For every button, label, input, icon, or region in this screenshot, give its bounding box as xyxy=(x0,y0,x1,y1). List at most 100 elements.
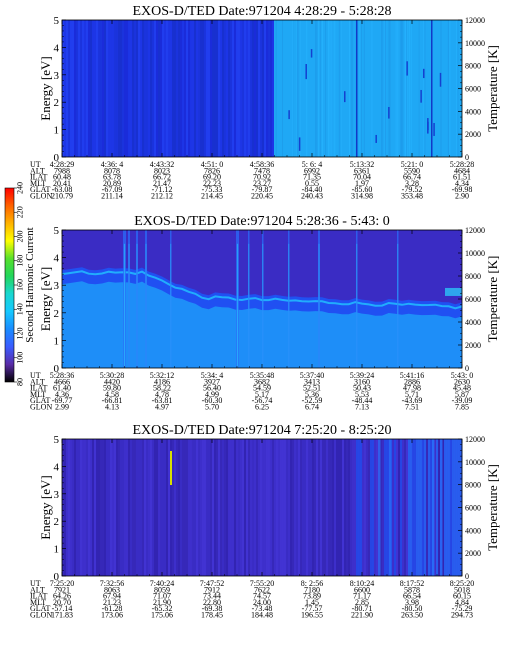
ephemeris-cell: 5: 6: 4 xyxy=(302,160,322,169)
spectrogram-stripe xyxy=(98,20,101,157)
colorbar-tick-label: 80 xyxy=(16,378,25,386)
ephemeris-cell: -79.87 xyxy=(252,185,273,194)
spectrogram-stripe xyxy=(402,20,404,157)
ephemeris-cell: 4.58 xyxy=(105,390,119,399)
spectrogram-stripe xyxy=(116,439,119,576)
spectrogram-spike-core xyxy=(136,243,138,368)
spectrogram-spike-core xyxy=(248,243,250,368)
spectrogram-stripe xyxy=(142,20,145,157)
ephemeris-cell: 58.22 xyxy=(153,384,171,393)
spectrogram-stripe xyxy=(344,439,347,576)
ephemeris-cell: 4:51: 0 xyxy=(201,160,223,169)
spectrogram-stripe xyxy=(316,439,319,576)
ephemeris-cell: 5:13:32 xyxy=(350,160,374,169)
spectrogram-stripe xyxy=(442,439,445,576)
spectrogram-stripe xyxy=(381,20,383,157)
ephemeris-cell: 196.55 xyxy=(301,611,323,620)
spectrogram-stripe xyxy=(154,439,157,576)
spectrogram-stripe xyxy=(228,20,231,157)
spectrogram-stripe xyxy=(232,439,235,576)
ephemeris-cell: 2.85 xyxy=(355,598,369,607)
spectrogram-stripe xyxy=(122,20,125,157)
spectrogram-spike-core xyxy=(288,243,290,368)
spectrogram-blob xyxy=(427,121,429,131)
spectrogram-stripe xyxy=(212,439,215,576)
spectrogram-stripe xyxy=(322,439,325,576)
ephemeris-cell: 4.36 xyxy=(55,390,69,399)
spectrogram-stripe xyxy=(447,20,449,157)
spectrogram-stripe xyxy=(210,20,213,157)
y-tick-label: 1 xyxy=(54,544,60,556)
spectrogram-stripe xyxy=(160,439,163,576)
spectrogram-stripe xyxy=(314,439,317,576)
spectrogram-stripe xyxy=(310,439,313,576)
spectrogram-stripe xyxy=(386,439,389,576)
ephemeris-cell: 8: 2:56 xyxy=(301,579,323,588)
ephemeris-cell: 5590 xyxy=(404,166,420,175)
spectrogram-stripe xyxy=(350,20,352,157)
spectrogram-stripe xyxy=(392,439,395,576)
ephemeris-cell: 69.20 xyxy=(203,173,221,182)
spectrogram-blob xyxy=(305,64,307,80)
spectrogram-stripe xyxy=(166,20,169,157)
ephemeris-cell: -52.59 xyxy=(302,396,323,405)
ephemeris-cell: 47.98 xyxy=(403,384,421,393)
ephemeris-cell: 221.90 xyxy=(351,611,373,620)
y-axis-label: Energy [eV] xyxy=(38,56,53,120)
spectrogram-stripe xyxy=(397,20,399,157)
spectrogram-stripe xyxy=(138,439,141,576)
y2-tick-label: 0 xyxy=(465,364,469,373)
spectrogram-stripe xyxy=(352,20,354,157)
y2-tick-label: 10000 xyxy=(465,458,485,467)
spectrogram-stripe xyxy=(456,439,459,576)
spectrogram-stripe xyxy=(262,439,265,576)
ephemeris-cell: -56.74 xyxy=(252,396,273,405)
spectrogram-stripe xyxy=(334,20,336,157)
spectrogram-stripe xyxy=(90,20,93,157)
y-tick-label: 1 xyxy=(54,125,60,137)
spectrogram-stripe xyxy=(288,439,291,576)
spectrogram-stripe xyxy=(224,439,227,576)
spectrogram-stripe xyxy=(296,20,298,157)
spectrogram-stripe xyxy=(352,439,355,576)
ephemeris-cell: -69.77 xyxy=(52,396,73,405)
y-tick-label: 5 xyxy=(54,225,60,237)
spectrogram-stripe xyxy=(336,439,339,576)
spectrogram-stripe xyxy=(122,439,125,576)
colorbar-ticks: 80 100 120 140 160 180 200 220 240 xyxy=(14,182,25,386)
spectrogram-stripe xyxy=(202,20,205,157)
y2-tick-label: 12000 xyxy=(465,226,485,235)
spectrogram-stripe xyxy=(366,439,369,576)
spectrogram-stripe xyxy=(194,439,197,576)
spectrogram-stripe xyxy=(422,439,425,576)
spectrogram-stripe xyxy=(142,439,145,576)
spectrogram-spike-core xyxy=(236,243,239,368)
spectrogram-stripe xyxy=(214,439,217,576)
ephemeris-cell: -80.50 xyxy=(402,604,423,613)
spectrogram-stripe xyxy=(286,439,289,576)
spectrogram-stripe xyxy=(240,439,243,576)
spectrogram-spike xyxy=(440,439,443,576)
ephemeris-cell: 22.80 xyxy=(203,598,221,607)
spectrogram-stripe xyxy=(134,20,137,157)
spectrogram-stripe xyxy=(74,439,77,576)
spectrogram-stripe xyxy=(349,20,351,157)
ephemeris-cell: 45.48 xyxy=(453,384,471,393)
spectrogram-stripe xyxy=(448,439,451,576)
y2-axis-label: Temperature [K] xyxy=(485,45,500,132)
spectrogram-stripe xyxy=(306,20,308,157)
ephemeris-cell: 6.74 xyxy=(305,403,319,412)
spectrogram-stripe xyxy=(260,439,263,576)
ephemeris-cell: -63.81 xyxy=(152,396,173,405)
spectrogram-stripe xyxy=(152,20,155,157)
spectrogram-stripe xyxy=(234,439,237,576)
spectrogram-stripe xyxy=(291,20,293,157)
spectrogram-stripe xyxy=(405,20,407,157)
ephemeris-cell: 175.06 xyxy=(151,611,173,620)
spectrogram-stripe xyxy=(128,20,131,157)
ephemeris-cell: 66.72 xyxy=(153,173,171,182)
spectrogram-stripe xyxy=(158,439,161,576)
spectrogram-stripe xyxy=(148,439,151,576)
spectrogram-stripe xyxy=(402,439,405,576)
ephemeris-cell: 2.99 xyxy=(55,403,69,412)
